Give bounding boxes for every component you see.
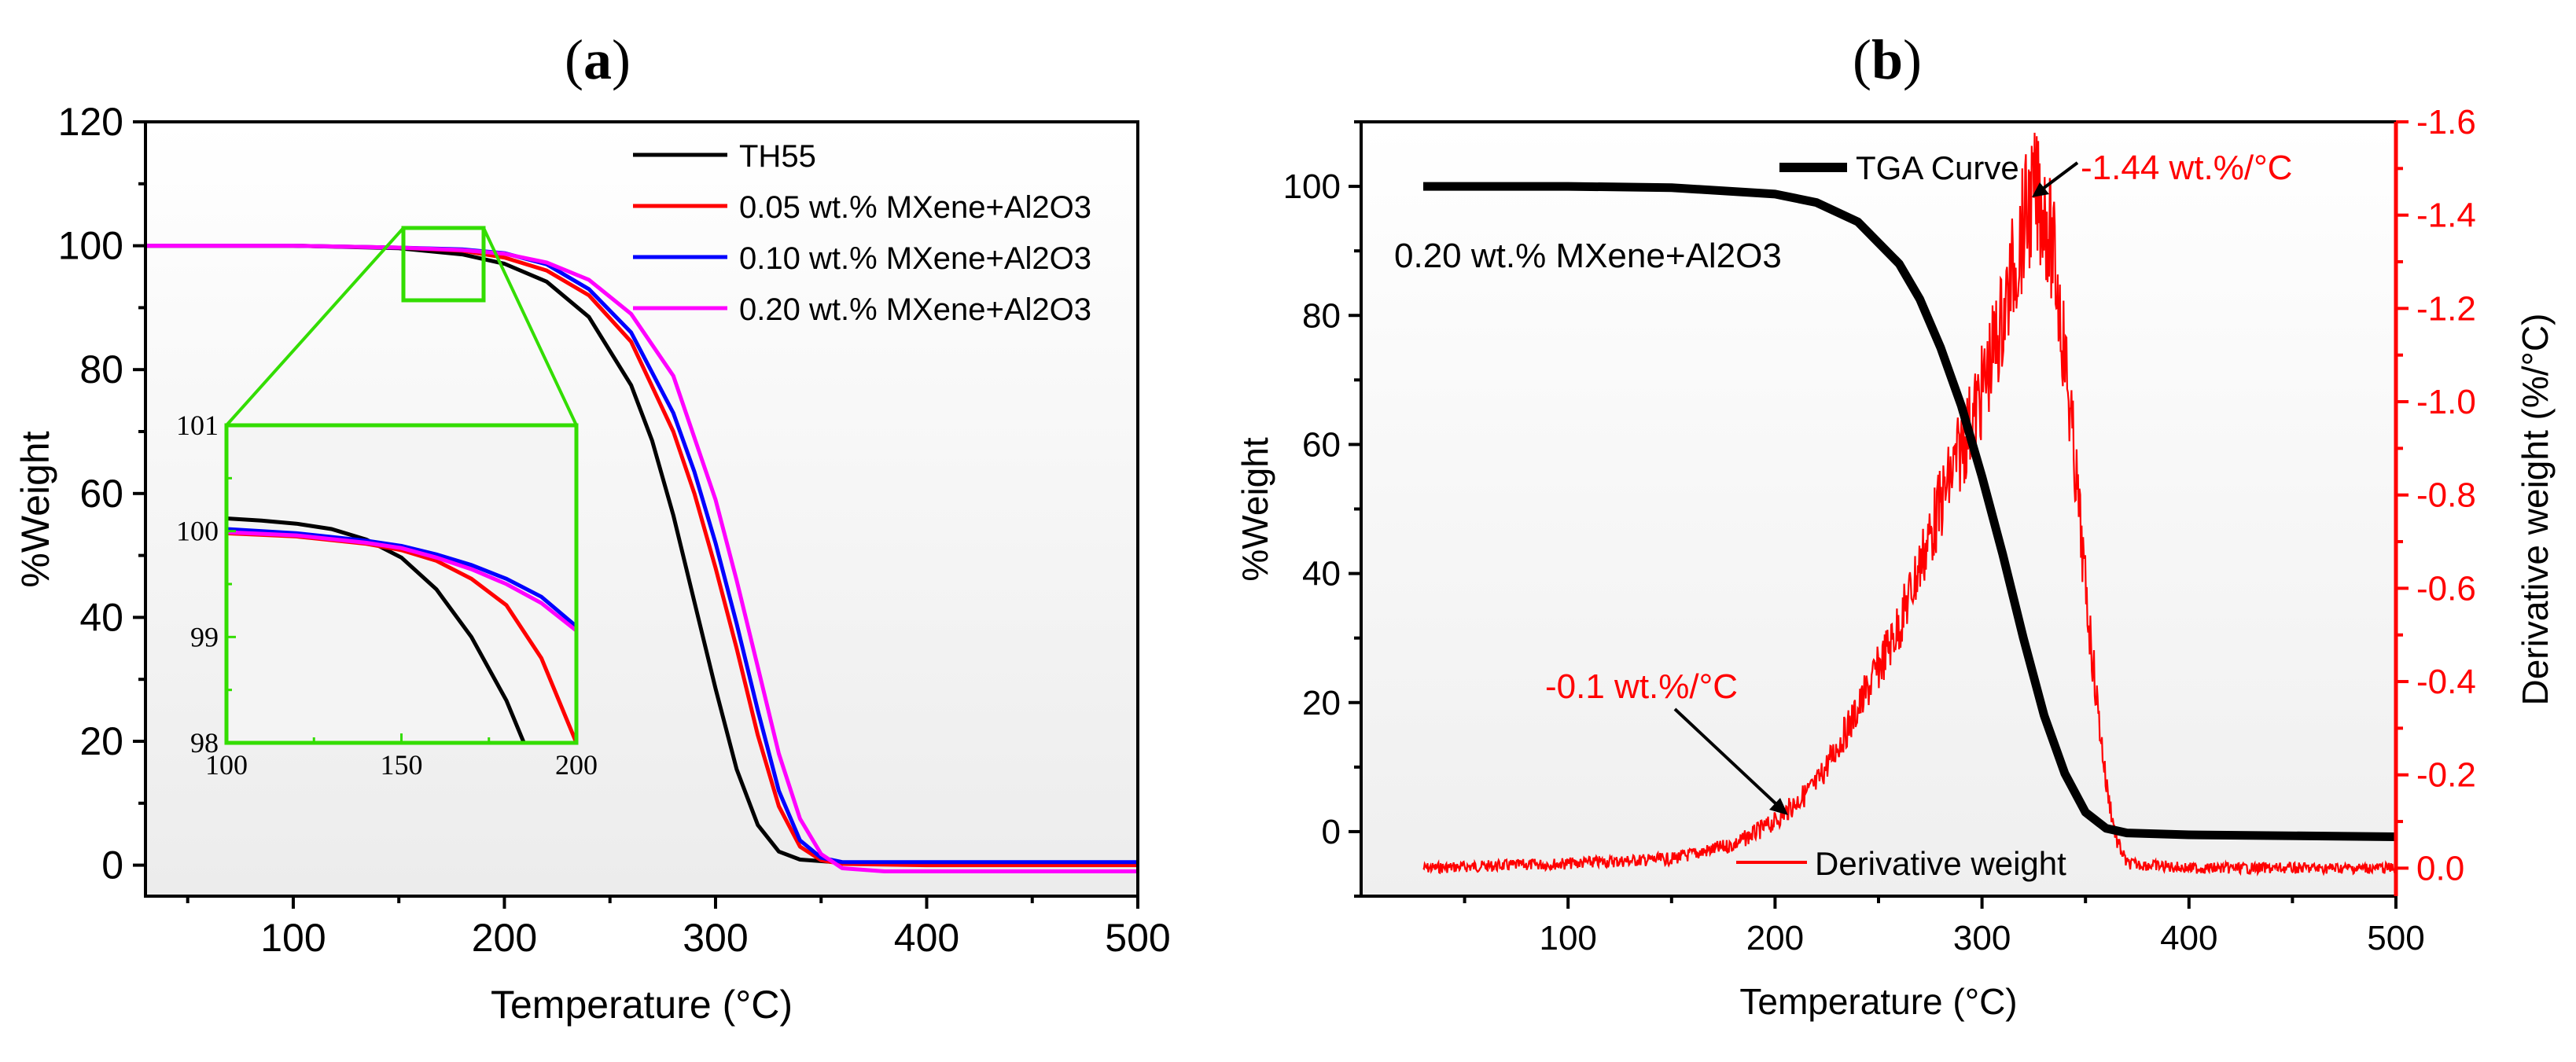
legend-label-th55: TH55 [739, 139, 816, 174]
panel-a-label-open: ( [565, 28, 583, 91]
y-tick-label-b-right: -0.8 [2416, 476, 2476, 515]
inset-x-tick-label: 100 [205, 749, 248, 781]
y-axis-label-b-right: Derivative weight (%/°C) [2515, 314, 2556, 706]
annotation-onset: -0.1 wt.%/°C [1545, 667, 1738, 706]
y-axis-label-a: %Weight [13, 431, 57, 587]
series-line-a-0-20-wt-mxene-al2o3 [145, 244, 1138, 873]
y-tick-label-b-right: -1.4 [2416, 197, 2476, 235]
series-line-derivative-weight [1422, 132, 2396, 876]
zoom-connector-right [482, 227, 578, 426]
y-tick-label-b-left: 100 [1283, 167, 1341, 206]
annotation-peak-arrowhead [2032, 182, 2049, 197]
annotation-onset-arrow-line [1673, 707, 1777, 805]
x-axis-label-a: Temperature (°C) [491, 983, 793, 1027]
y-tick-label-a: 80 [79, 347, 123, 391]
y-tick-label-b-left: 20 [1302, 684, 1341, 722]
legend-label-deriv: Derivative weight [1815, 845, 2066, 882]
inset-series-line-0-20-wt-mxene-al2o3 [226, 530, 576, 633]
inset-background [226, 425, 576, 743]
inset-series-line-0-10-wt-mxene-al2o3 [226, 527, 576, 628]
x-tick-label-b: 100 [1539, 919, 1596, 957]
x-tick-label-a: 400 [894, 916, 959, 960]
zoom-indicator [225, 226, 578, 427]
panel-a: (a) 100 200 300 400 500 0 20 40 60 80 100 120 Temp… [13, 28, 1171, 1027]
x-tick-label-b: 400 [2160, 919, 2217, 957]
zoom-box [401, 226, 486, 303]
y-tick-label-b-right: 0.0 [2416, 849, 2464, 887]
x-tick-label-b: 300 [1953, 919, 2011, 957]
y-tick-label-b-right: -0.6 [2416, 569, 2476, 608]
y-tick-label-a: 40 [79, 595, 123, 639]
y-tick-label-b-left: 0 [1322, 813, 1341, 851]
y-tick-label-a: 20 [79, 719, 123, 763]
y-tick-label-a: 0 [101, 843, 123, 887]
x-axis-label-b: Temperature (°C) [1739, 981, 2017, 1022]
y-tick-label-b-right: -1.2 [2416, 289, 2476, 328]
x-tick-label-a: 300 [683, 916, 748, 960]
y-axis-label-b-left: %Weight [1235, 437, 1275, 581]
legend-label-tga: TGA Curve [1856, 149, 2019, 186]
x-tick-label-b: 500 [2367, 919, 2424, 957]
annotation-onset-arrowhead [1769, 798, 1788, 815]
x-tick-label-a: 100 [260, 916, 326, 960]
panel-b: (b) 100 200 300 400 500 0 20 40 60 80 100 0.0 -0.2… [1235, 28, 2556, 1022]
legend-b-tga: TGA Curve [1779, 149, 2019, 186]
panel-a-label-letter: a [583, 28, 612, 91]
inset-y-tick-label: 101 [176, 410, 219, 441]
legend-a: TH55 0.05 wt.% MXene+Al2O3 0.10 wt.% MXe… [633, 139, 1091, 327]
y-tick-label-b-right: -1.6 [2416, 103, 2476, 141]
y-tick-label-b-left: 80 [1302, 296, 1341, 335]
plot-area-b [1361, 122, 2396, 896]
y-tick-label-b-right: -1.0 [2416, 383, 2476, 421]
x-tick-label-a: 200 [472, 916, 537, 960]
y-tick-label-b-right: -0.4 [2416, 663, 2476, 701]
inset-y-tick-label: 98 [190, 727, 219, 759]
x-tick-label-a: 500 [1105, 916, 1170, 960]
x-tick-label-b: 200 [1746, 919, 1804, 957]
zoom-connector-left [225, 226, 405, 427]
series-line-tga-curve [1423, 182, 2396, 841]
inset-x-tick-label: 200 [555, 749, 598, 781]
sample-label-b: 0.20 wt.% MXene+Al2O3 [1394, 237, 1782, 275]
inset-y-tick-label: 100 [176, 516, 219, 547]
annotation-peak: -1.44 wt.%/°C [2081, 149, 2292, 187]
panel-b-label-close: ) [1903, 28, 1922, 91]
panel-b-label-letter: b [1871, 28, 1903, 91]
series-line-a-th55 [145, 244, 1138, 865]
y-tick-label-b-right: -0.2 [2416, 756, 2476, 795]
panel-a-label: (a) [565, 28, 631, 91]
y-tick-label-b-left: 60 [1302, 425, 1341, 464]
panel-a-label-close: ) [612, 28, 631, 91]
legend-label-010: 0.10 wt.% MXene+Al2O3 [739, 241, 1091, 276]
y-tick-label-a: 100 [58, 224, 123, 268]
legend-label-005: 0.05 wt.% MXene+Al2O3 [739, 190, 1091, 225]
legend-b-deriv: Derivative weight [1736, 845, 2066, 882]
legend-label-020: 0.20 wt.% MXene+Al2O3 [739, 292, 1091, 327]
panel-b-label-open: ( [1853, 28, 1871, 91]
inset-a: 100 150 200 98 99 100 101 [176, 410, 598, 781]
y-tick-label-a: 60 [79, 472, 123, 516]
plot-frame-a [144, 120, 1139, 898]
inset-y-tick-label: 99 [190, 621, 219, 652]
annotation-peak-arrow-line [2041, 161, 2079, 190]
inset-x-tick-label: 150 [381, 749, 423, 781]
y-tick-label-a: 120 [58, 100, 123, 144]
panel-b-label: (b) [1853, 28, 1922, 91]
y-tick-label-b-left: 40 [1302, 555, 1341, 593]
